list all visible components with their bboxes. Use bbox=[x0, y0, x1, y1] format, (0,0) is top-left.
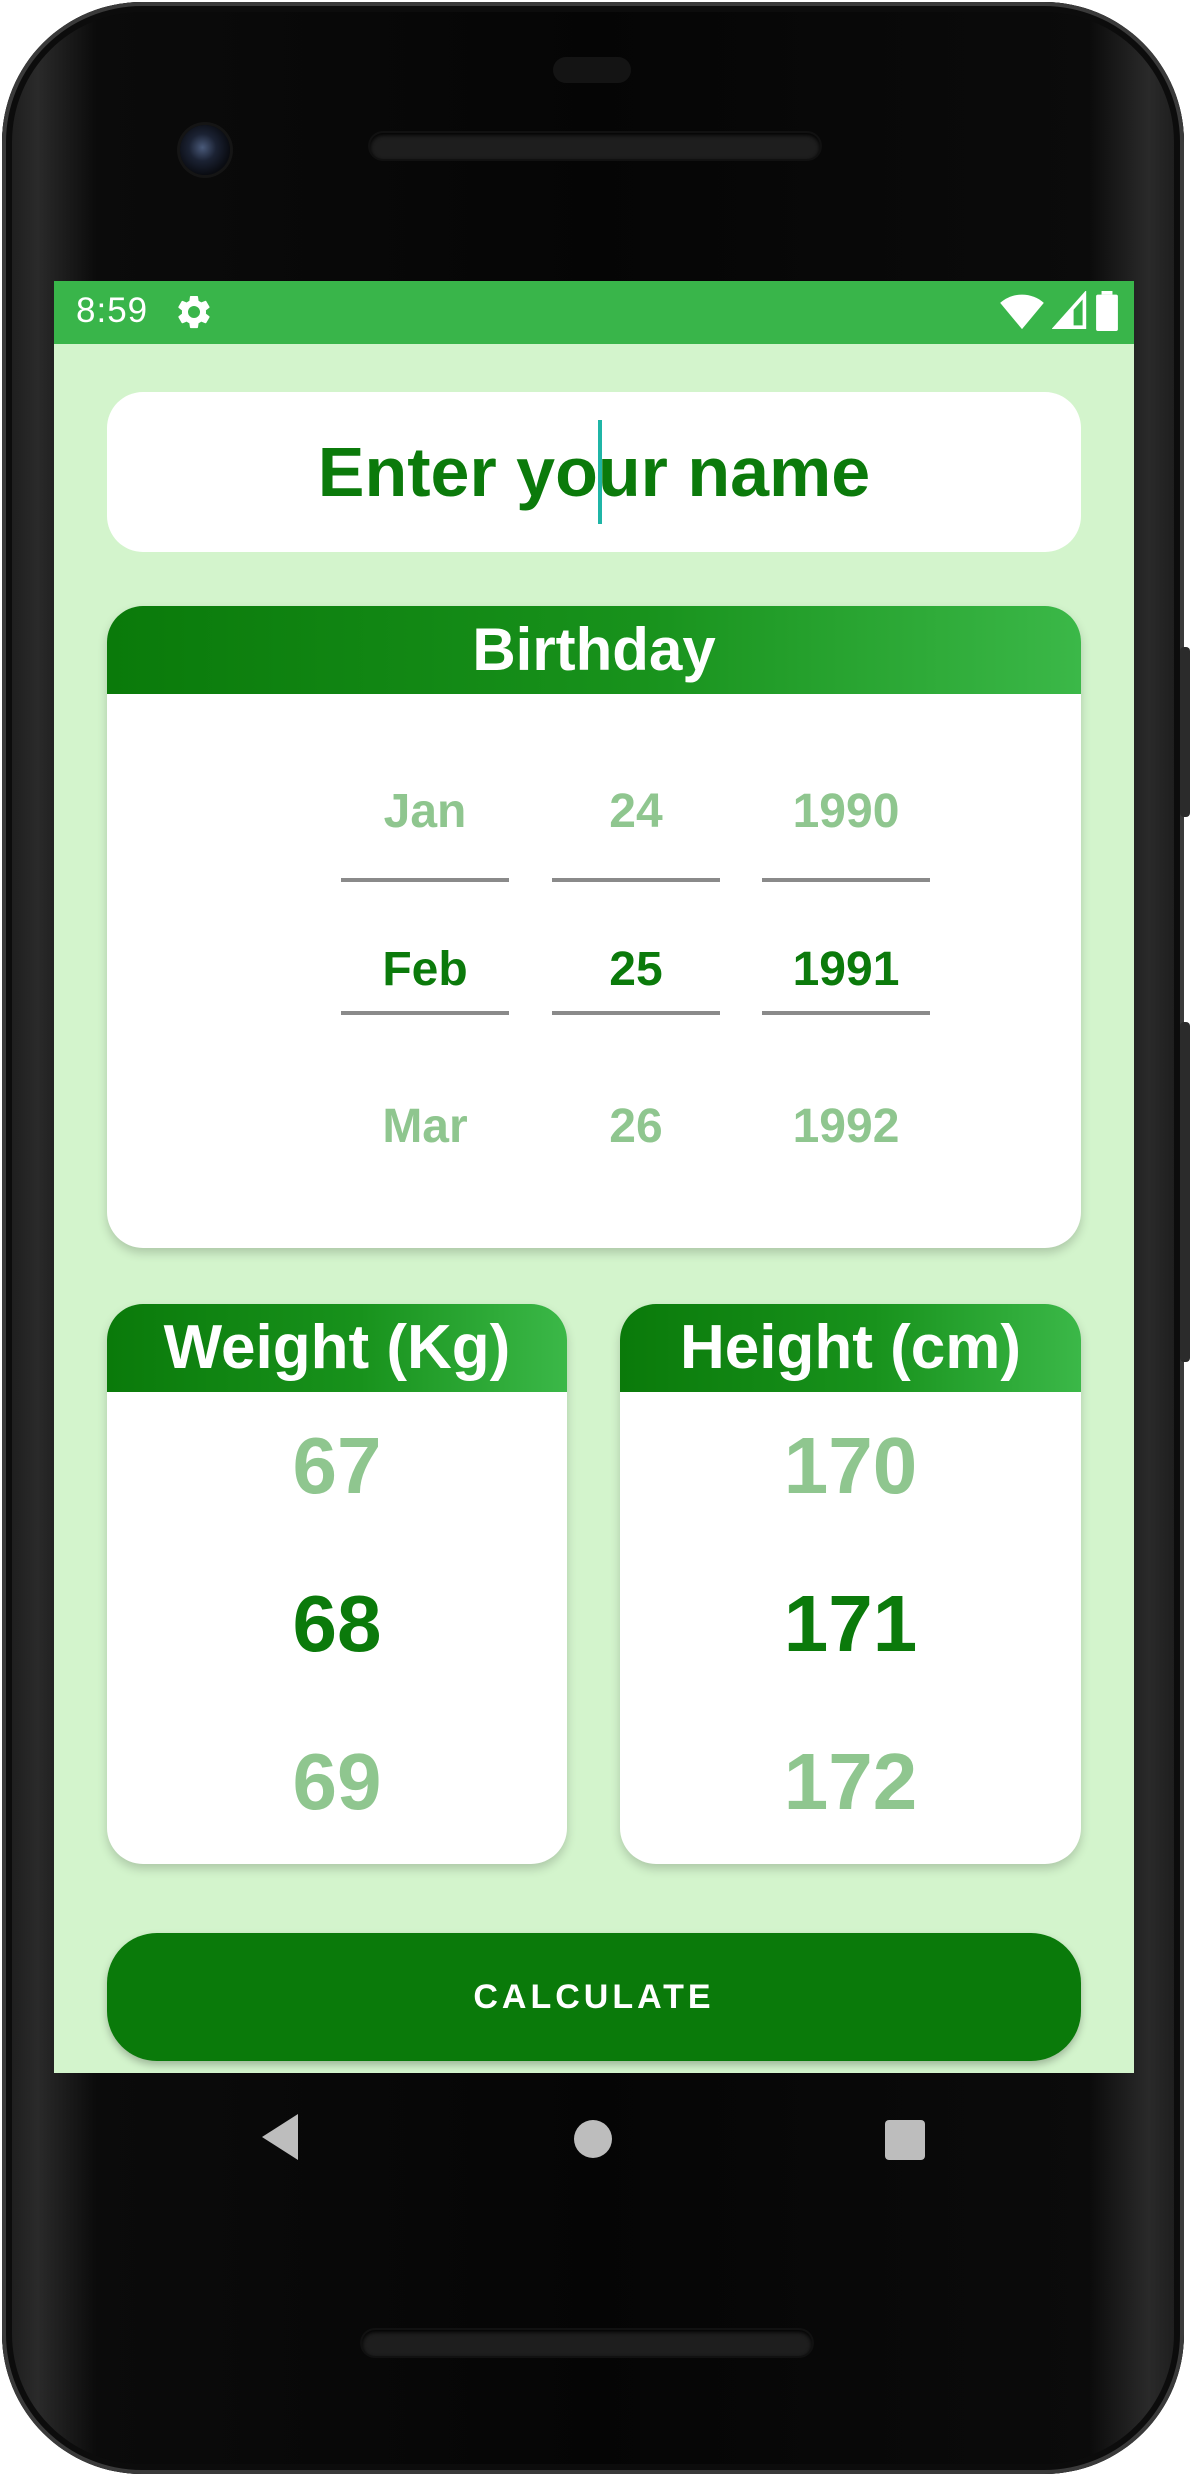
month-option-selected[interactable]: Feb bbox=[382, 943, 468, 996]
day-option-next[interactable]: 26 bbox=[609, 1100, 663, 1153]
name-input-field[interactable]: Enter your name bbox=[107, 392, 1081, 552]
top-speaker-grille bbox=[370, 133, 820, 159]
weight-picker[interactable]: 67 68 69 bbox=[107, 1392, 567, 1864]
status-time: 8:59 bbox=[76, 291, 149, 330]
wifi-icon bbox=[1000, 294, 1044, 330]
status-bar: 8:59 bbox=[54, 281, 1134, 344]
picker-divider-bottom bbox=[552, 1011, 720, 1015]
month-option-next[interactable]: Mar bbox=[382, 1100, 468, 1153]
recent-apps-icon[interactable] bbox=[885, 2120, 925, 2160]
month-option-prev[interactable]: Jan bbox=[383, 785, 467, 838]
status-icons bbox=[1000, 291, 1118, 331]
calculate-button[interactable]: CALCULATE bbox=[107, 1933, 1081, 2061]
birthday-card: Birthday Jan Feb Mar 24 25 26 1990 1991 bbox=[107, 606, 1081, 1248]
month-picker[interactable]: Jan Feb Mar bbox=[341, 694, 509, 1248]
app-screen: 8:59 Enter your name bbox=[54, 281, 1134, 2073]
volume-button bbox=[1180, 1022, 1190, 1362]
weight-option-next[interactable]: 69 bbox=[292, 1737, 382, 1826]
picker-divider-top bbox=[552, 878, 720, 882]
earpiece-notch bbox=[553, 57, 631, 83]
weight-option-prev[interactable]: 67 bbox=[292, 1421, 382, 1510]
height-card: Height (cm) 170 171 172 bbox=[620, 1304, 1081, 1864]
height-option-next[interactable]: 172 bbox=[783, 1737, 918, 1826]
back-icon[interactable] bbox=[260, 2112, 300, 2162]
text-cursor bbox=[597, 420, 602, 524]
weight-card: Weight (Kg) 67 68 69 bbox=[107, 1304, 567, 1864]
settings-gear-icon bbox=[178, 295, 210, 329]
year-option-prev[interactable]: 1990 bbox=[792, 785, 900, 838]
day-picker[interactable]: 24 25 26 bbox=[552, 694, 720, 1248]
height-picker[interactable]: 170 171 172 bbox=[620, 1392, 1081, 1864]
weight-title: Weight (Kg) bbox=[107, 1304, 567, 1392]
day-option-prev[interactable]: 24 bbox=[609, 785, 663, 838]
picker-divider-top bbox=[762, 878, 930, 882]
bottom-speaker-grille bbox=[362, 2330, 812, 2356]
home-icon[interactable] bbox=[574, 2120, 612, 2158]
year-picker[interactable]: 1990 1991 1992 bbox=[762, 694, 930, 1248]
front-camera bbox=[180, 125, 230, 175]
year-option-selected[interactable]: 1991 bbox=[792, 943, 900, 996]
year-option-next[interactable]: 1992 bbox=[792, 1100, 900, 1153]
picker-divider-bottom bbox=[762, 1011, 930, 1015]
name-input-text: Enter your name bbox=[317, 433, 871, 511]
weight-option-selected[interactable]: 68 bbox=[292, 1579, 382, 1668]
battery-icon bbox=[1096, 291, 1118, 331]
power-button bbox=[1180, 647, 1190, 817]
picker-divider-top bbox=[341, 878, 509, 882]
day-option-selected[interactable]: 25 bbox=[609, 943, 663, 996]
picker-divider-bottom bbox=[341, 1011, 509, 1015]
birthday-title: Birthday bbox=[107, 606, 1081, 694]
height-option-prev[interactable]: 170 bbox=[783, 1421, 918, 1510]
cellular-signal-icon bbox=[1052, 291, 1087, 329]
height-title: Height (cm) bbox=[620, 1304, 1081, 1392]
height-option-selected[interactable]: 171 bbox=[783, 1579, 918, 1668]
